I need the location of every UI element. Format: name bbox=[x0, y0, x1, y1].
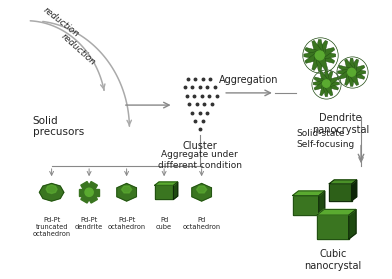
Polygon shape bbox=[338, 65, 353, 76]
Circle shape bbox=[348, 68, 356, 76]
Circle shape bbox=[323, 80, 330, 87]
Polygon shape bbox=[323, 82, 333, 96]
Text: Pd-Pt
dendrite: Pd-Pt dendrite bbox=[75, 217, 103, 230]
Polygon shape bbox=[317, 210, 356, 215]
Polygon shape bbox=[348, 58, 356, 72]
Circle shape bbox=[85, 188, 93, 196]
Polygon shape bbox=[329, 184, 352, 201]
Polygon shape bbox=[305, 51, 322, 63]
Polygon shape bbox=[320, 71, 330, 85]
Polygon shape bbox=[318, 47, 335, 59]
Polygon shape bbox=[317, 215, 349, 239]
Polygon shape bbox=[323, 71, 333, 85]
Polygon shape bbox=[312, 54, 324, 70]
Polygon shape bbox=[325, 80, 339, 90]
Text: Aggregate under
different condition: Aggregate under different condition bbox=[158, 150, 242, 170]
Polygon shape bbox=[312, 40, 324, 57]
Polygon shape bbox=[318, 51, 335, 63]
Polygon shape bbox=[345, 71, 355, 86]
Text: Aggregation: Aggregation bbox=[219, 74, 278, 85]
Polygon shape bbox=[345, 59, 355, 74]
Polygon shape bbox=[338, 68, 352, 76]
Text: Solid
precusors: Solid precusors bbox=[33, 116, 84, 138]
Text: Solid-state
Self-focusing: Solid-state Self-focusing bbox=[296, 129, 355, 149]
Text: Pd
octahedron: Pd octahedron bbox=[183, 217, 221, 230]
Polygon shape bbox=[174, 182, 178, 199]
Polygon shape bbox=[46, 185, 57, 194]
Polygon shape bbox=[305, 47, 322, 59]
Polygon shape bbox=[348, 71, 359, 86]
Polygon shape bbox=[325, 77, 339, 87]
Polygon shape bbox=[315, 56, 324, 71]
Polygon shape bbox=[352, 180, 357, 201]
Polygon shape bbox=[338, 69, 353, 79]
Text: reduction: reduction bbox=[59, 31, 97, 67]
Polygon shape bbox=[117, 184, 136, 201]
Text: Pd
cube: Pd cube bbox=[156, 217, 172, 230]
Polygon shape bbox=[320, 51, 336, 60]
Polygon shape bbox=[79, 189, 89, 196]
Polygon shape bbox=[350, 65, 365, 76]
Polygon shape bbox=[323, 70, 330, 83]
Polygon shape bbox=[348, 72, 356, 86]
Text: Cubic
nanocrystal: Cubic nanocrystal bbox=[304, 249, 361, 271]
Polygon shape bbox=[86, 191, 97, 203]
Polygon shape bbox=[292, 191, 325, 196]
Polygon shape bbox=[313, 80, 326, 87]
Text: Dendrite
nanocrystal: Dendrite nanocrystal bbox=[312, 113, 369, 135]
Polygon shape bbox=[40, 184, 64, 201]
Text: Cluster: Cluster bbox=[182, 141, 217, 151]
Polygon shape bbox=[192, 184, 211, 201]
Polygon shape bbox=[319, 191, 325, 215]
Polygon shape bbox=[89, 189, 100, 196]
Text: Pd-Pt
octahedron: Pd-Pt octahedron bbox=[107, 217, 146, 230]
Polygon shape bbox=[316, 54, 328, 70]
Polygon shape bbox=[155, 185, 174, 199]
Polygon shape bbox=[349, 210, 356, 239]
Polygon shape bbox=[304, 51, 320, 60]
Polygon shape bbox=[86, 182, 97, 194]
Polygon shape bbox=[314, 80, 328, 90]
Polygon shape bbox=[329, 180, 357, 184]
Polygon shape bbox=[326, 80, 339, 87]
Polygon shape bbox=[316, 40, 328, 57]
Polygon shape bbox=[314, 77, 328, 87]
Text: Pd-Pt
truncated
octahedron: Pd-Pt truncated octahedron bbox=[33, 217, 71, 237]
Polygon shape bbox=[348, 59, 359, 74]
Polygon shape bbox=[352, 68, 366, 76]
Polygon shape bbox=[320, 82, 330, 96]
Circle shape bbox=[315, 51, 324, 60]
Polygon shape bbox=[122, 186, 132, 193]
Polygon shape bbox=[81, 191, 92, 203]
Polygon shape bbox=[315, 39, 324, 56]
Polygon shape bbox=[350, 69, 365, 79]
Polygon shape bbox=[323, 83, 330, 97]
Polygon shape bbox=[81, 182, 92, 194]
Polygon shape bbox=[155, 182, 178, 185]
Polygon shape bbox=[196, 186, 207, 193]
Polygon shape bbox=[292, 196, 319, 215]
Text: reduction: reduction bbox=[41, 5, 81, 39]
